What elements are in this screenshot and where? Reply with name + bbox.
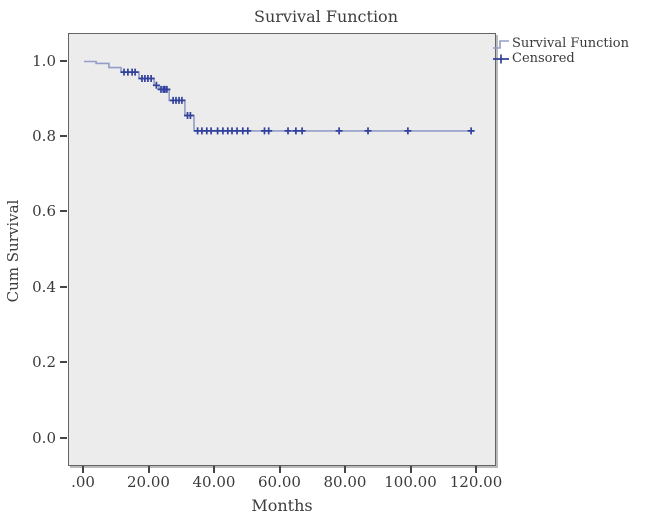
- y-tick-label: 1.0: [32, 51, 56, 70]
- y-tick-label: 0.6: [32, 202, 56, 221]
- x-tick-label: 80.00: [323, 473, 367, 491]
- chart-title: Survival Function: [253, 7, 398, 26]
- x-tick-mark: [409, 466, 412, 473]
- step-line-icon: [493, 39, 509, 49]
- x-tick-mark: [147, 466, 150, 473]
- x-axis-title: Months: [251, 496, 313, 515]
- x-tick-label: 20.00: [127, 473, 170, 491]
- y-axis-title: Cum Survival: [4, 199, 22, 303]
- y-tick-mark: [60, 59, 67, 62]
- x-tick-mark: [475, 466, 478, 473]
- x-tick-mark: [278, 466, 281, 473]
- plus-marker-icon: [493, 54, 509, 63]
- censored-markers: [120, 68, 475, 135]
- y-tick-label: 0.8: [32, 126, 56, 145]
- y-tick-mark: [60, 134, 67, 137]
- survival-curve-canvas: [84, 60, 475, 135]
- y-tick-label: 0.2: [32, 353, 56, 372]
- x-tick-mark: [213, 466, 215, 473]
- legend-item-censored: Censored: [493, 51, 629, 66]
- x-tick-label: 100.00: [384, 473, 437, 491]
- legend-label-survival-function: Survival Function: [512, 36, 630, 51]
- x-tick-label: 40.00: [192, 473, 236, 491]
- plot-area: [68, 33, 496, 466]
- legend-item-survival-function: Survival Function: [493, 36, 629, 51]
- legend: Survival Function Censored: [493, 36, 629, 66]
- survival-step-line: [84, 60, 474, 132]
- x-tick-label: .00: [71, 473, 95, 491]
- y-tick-label: 0.4: [32, 277, 56, 296]
- legend-label-censored: Censored: [512, 51, 575, 66]
- x-tick-label: 120.00: [449, 473, 503, 491]
- x-tick-mark: [82, 466, 84, 473]
- y-tick-label: 0.0: [32, 428, 56, 447]
- y-tick-mark: [60, 361, 67, 364]
- y-tick-mark: [60, 210, 67, 213]
- x-tick-label: 60.00: [258, 473, 301, 491]
- x-tick-mark: [344, 466, 346, 473]
- y-tick-mark: [60, 285, 67, 288]
- y-tick-mark: [60, 436, 67, 439]
